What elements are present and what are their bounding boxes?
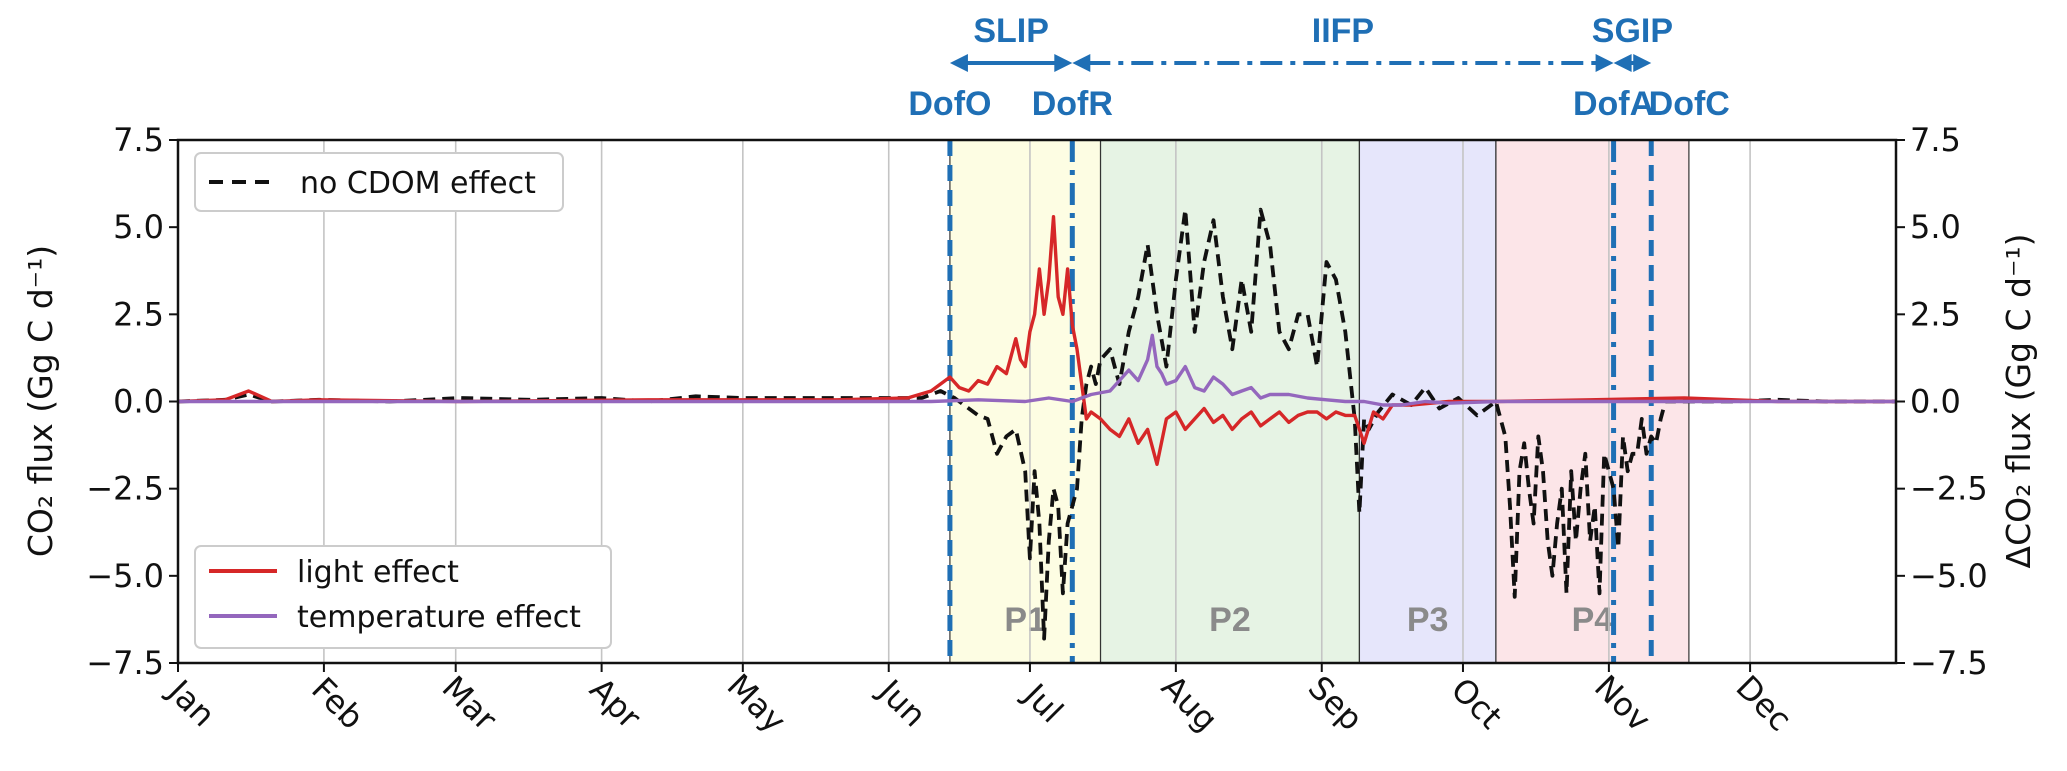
y-tick-label-right: −2.5 <box>1910 470 1988 508</box>
y-tick-label-left: 5.0 <box>113 208 164 246</box>
y-tick-label-right: −5.0 <box>1910 557 1988 595</box>
x-tick-label-jan: Jan <box>159 671 222 734</box>
period-arrowhead-start-sgip <box>1613 54 1632 72</box>
legend-upper-box <box>194 152 564 212</box>
x-tick-label-mar: Mar <box>435 668 505 738</box>
period-arrowhead-end-iifp <box>1595 54 1614 72</box>
x-tick-label-feb: Feb <box>304 670 371 737</box>
y-tick-label-right: 2.5 <box>1910 295 1961 333</box>
y-tick-label-left: 7.5 <box>113 121 164 159</box>
y-tick-label-left: −2.5 <box>86 470 164 508</box>
legend-lower: light effect temperature effect <box>194 545 612 649</box>
period-arrowhead-start-slip <box>949 54 968 72</box>
phase-label-p1: P1 <box>1004 601 1046 639</box>
series-line-no-cdom-effect <box>177 207 1896 641</box>
phase-band-p2 <box>1099 139 1361 664</box>
marker-label-dofo: DofO <box>908 85 991 123</box>
y-tick-label-right: 7.5 <box>1910 121 1961 159</box>
legend-label-no-cdom: no CDOM effect <box>300 166 536 201</box>
y-tick-label-right: −7.5 <box>1910 644 1988 682</box>
legend-label-temperature: temperature effect <box>297 600 581 635</box>
y-axis-title-left: CO₂ flux (Gg C d⁻¹) <box>21 245 60 557</box>
legend-lower-box <box>194 545 612 649</box>
y-tick-label-left: 2.5 <box>113 295 164 333</box>
y-tick-label-left: 0.0 <box>113 383 164 421</box>
x-tick-label-jun: Jun <box>870 671 934 735</box>
series-line-temperature-effect <box>178 333 1896 407</box>
x-tick-label-apr: Apr <box>582 670 649 737</box>
period-label-iifp: IIFP <box>1312 12 1374 50</box>
phase-label-p4: P4 <box>1572 601 1614 639</box>
period-arrowhead-start-iifp <box>1072 54 1091 72</box>
legend-label-light: light effect <box>297 555 459 590</box>
x-tick-label-oct: Oct <box>1444 670 1510 736</box>
x-tick-label-jul: Jul <box>1015 675 1071 731</box>
period-label-slip: SLIP <box>973 12 1049 50</box>
period-arrowhead-end-slip <box>1054 54 1073 72</box>
period-label-sgip: SGIP <box>1592 12 1673 50</box>
marker-label-dofa: DofA <box>1573 85 1654 123</box>
y-tick-label-left: −7.5 <box>86 644 164 682</box>
x-tick-label-aug: Aug <box>1154 668 1225 739</box>
x-tick-label-may: May <box>720 666 794 740</box>
legend-upper: no CDOM effect <box>194 152 564 212</box>
y-axis-title-right: ΔCO₂ flux (Gg C d⁻¹) <box>1999 234 2038 569</box>
series-layer <box>177 207 1896 641</box>
x-tick-label-dec: Dec <box>1729 668 1800 739</box>
phase-label-p2: P2 <box>1209 601 1251 639</box>
series-line-light-effect <box>177 214 1896 466</box>
phase-label-p3: P3 <box>1407 601 1449 639</box>
y-tick-label-right: 5.0 <box>1910 208 1961 246</box>
marker-label-dofc: DofC <box>1649 85 1730 123</box>
y-tick-label-right: 0.0 <box>1910 383 1961 421</box>
marker-label-dofr: DofR <box>1032 85 1113 123</box>
x-tick-label-sep: Sep <box>1301 668 1371 738</box>
x-tick-label-nov: Nov <box>1587 668 1658 739</box>
period-arrowhead-end-sgip <box>1633 54 1652 72</box>
y-tick-label-left: −5.0 <box>86 557 164 595</box>
